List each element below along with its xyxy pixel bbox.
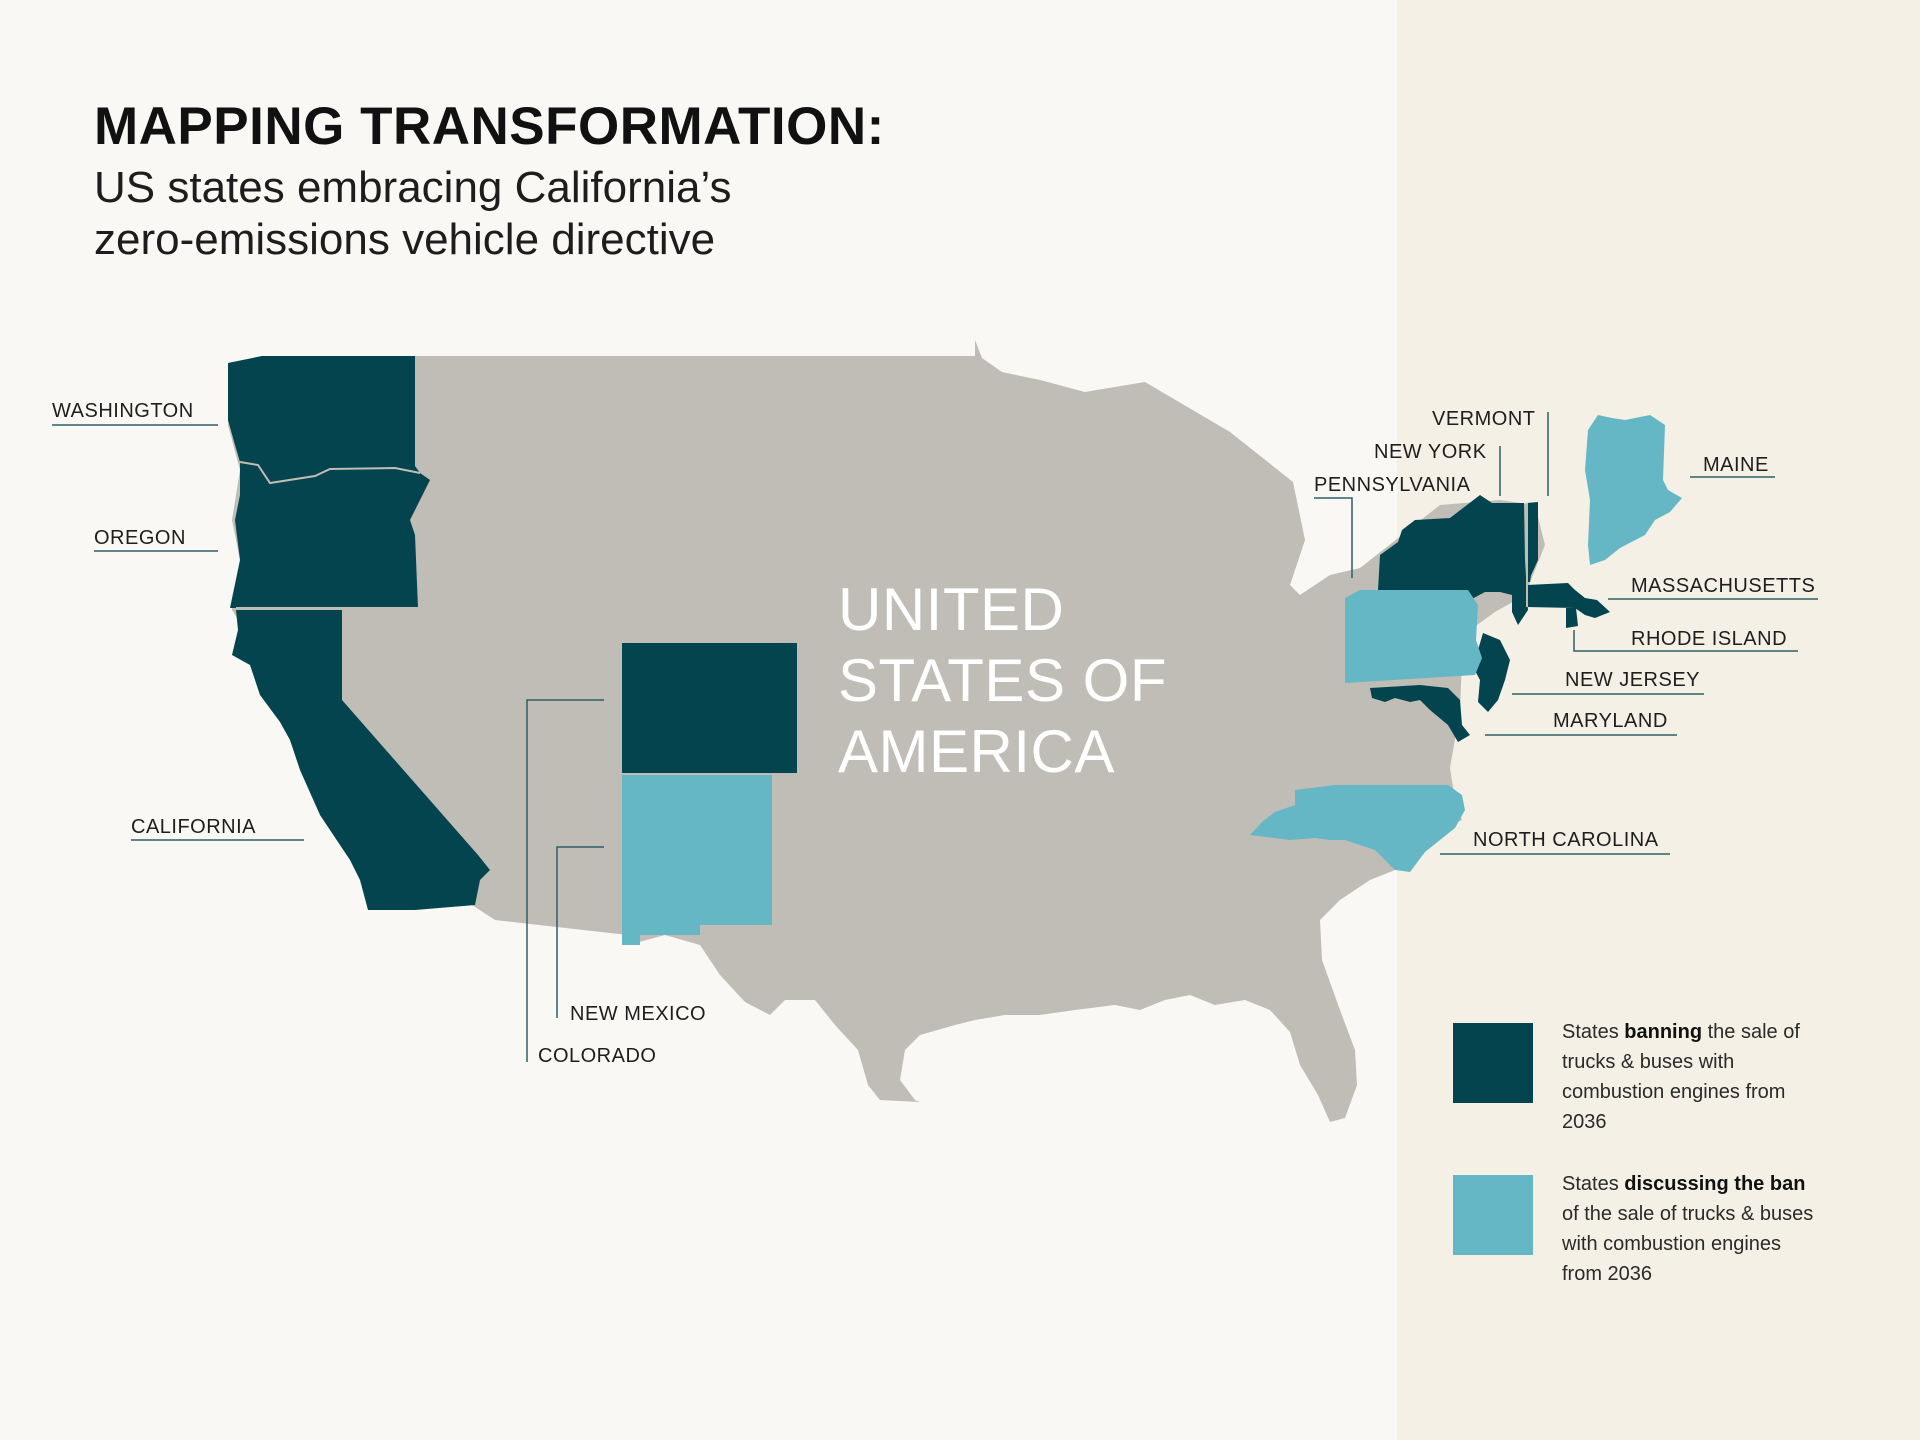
label-vermont: VERMONT xyxy=(1432,408,1536,430)
label-california: CALIFORNIA xyxy=(131,816,257,838)
label-new-jersey: NEW JERSEY xyxy=(1565,669,1701,691)
legend-discussing-bold: discussing the ban xyxy=(1624,1173,1806,1195)
state-oregon[interactable] xyxy=(230,462,430,608)
state-pennsylvania[interactable] xyxy=(1345,590,1482,683)
legend-text-banning: States banning the sale of trucks & buse… xyxy=(1562,1017,1822,1137)
state-new-jersey[interactable] xyxy=(1472,633,1510,712)
country-label-line-2: STATES OF xyxy=(838,647,1167,714)
leader-colorado xyxy=(526,699,604,1062)
legend-text-discussing: States discussing the ban of the sale of… xyxy=(1562,1169,1822,1289)
country-label-line-1: UNITED xyxy=(838,576,1065,643)
legend-banning-prefix: States xyxy=(1562,1021,1625,1043)
label-washington: WASHINGTON xyxy=(52,400,194,422)
legend-banning-bold: banning xyxy=(1624,1021,1703,1043)
leader-pennsylvania xyxy=(1314,497,1353,578)
subtitle-line-2: zero-emissions vehicle directive xyxy=(94,215,716,264)
label-rhode-island: RHODE ISLAND xyxy=(1631,628,1788,650)
state-maryland[interactable] xyxy=(1370,685,1470,742)
legend-discussing-suffix: of the sale of trucks & buses with combu… xyxy=(1562,1203,1814,1285)
label-new-mexico: NEW MEXICO xyxy=(570,1003,707,1025)
legend-discussing-prefix: States xyxy=(1562,1173,1625,1195)
state-colorado[interactable] xyxy=(622,643,797,773)
legend-swatch-discussing xyxy=(1453,1175,1533,1255)
leader-rhode-island xyxy=(1573,630,1798,652)
state-new-mexico[interactable] xyxy=(622,775,772,945)
country-label-line-3: AMERICA xyxy=(838,718,1115,785)
country-label: UNITED STATES OF AMERICA xyxy=(838,574,1167,787)
state-maine[interactable] xyxy=(1585,415,1682,565)
subtitle-line-1: US states embracing California’s xyxy=(94,163,732,212)
map-title: MAPPING TRANSFORMATION: xyxy=(94,97,885,156)
state-rhode-island[interactable] xyxy=(1566,608,1578,628)
legend-banning-suffix: the sale of trucks & buses with combusti… xyxy=(1562,1021,1800,1133)
state-california[interactable] xyxy=(232,610,490,910)
leader-lines xyxy=(52,412,1818,1062)
label-colorado: COLORADO xyxy=(538,1045,657,1067)
legend-swatch-banning xyxy=(1453,1023,1533,1103)
label-maryland: MARYLAND xyxy=(1553,710,1668,732)
state-washington[interactable] xyxy=(228,356,420,483)
state-borders xyxy=(236,461,1528,609)
label-north-carolina: NORTH CAROLINA xyxy=(1473,829,1659,851)
state-massachusetts[interactable] xyxy=(1527,583,1610,618)
label-massachusetts: MASSACHUSETTS xyxy=(1631,575,1816,597)
map-subtitle: US states embracing California’s zero-em… xyxy=(94,162,994,266)
leader-new-mexico xyxy=(556,846,604,1018)
label-oregon: OREGON xyxy=(94,527,186,549)
label-pennsylvania: PENNSYLVANIA xyxy=(1314,474,1471,496)
label-new-york: NEW YORK xyxy=(1374,441,1487,463)
state-vermont-east[interactable] xyxy=(1527,502,1538,582)
label-maine: MAINE xyxy=(1703,454,1769,476)
state-north-carolina[interactable] xyxy=(1250,785,1465,872)
